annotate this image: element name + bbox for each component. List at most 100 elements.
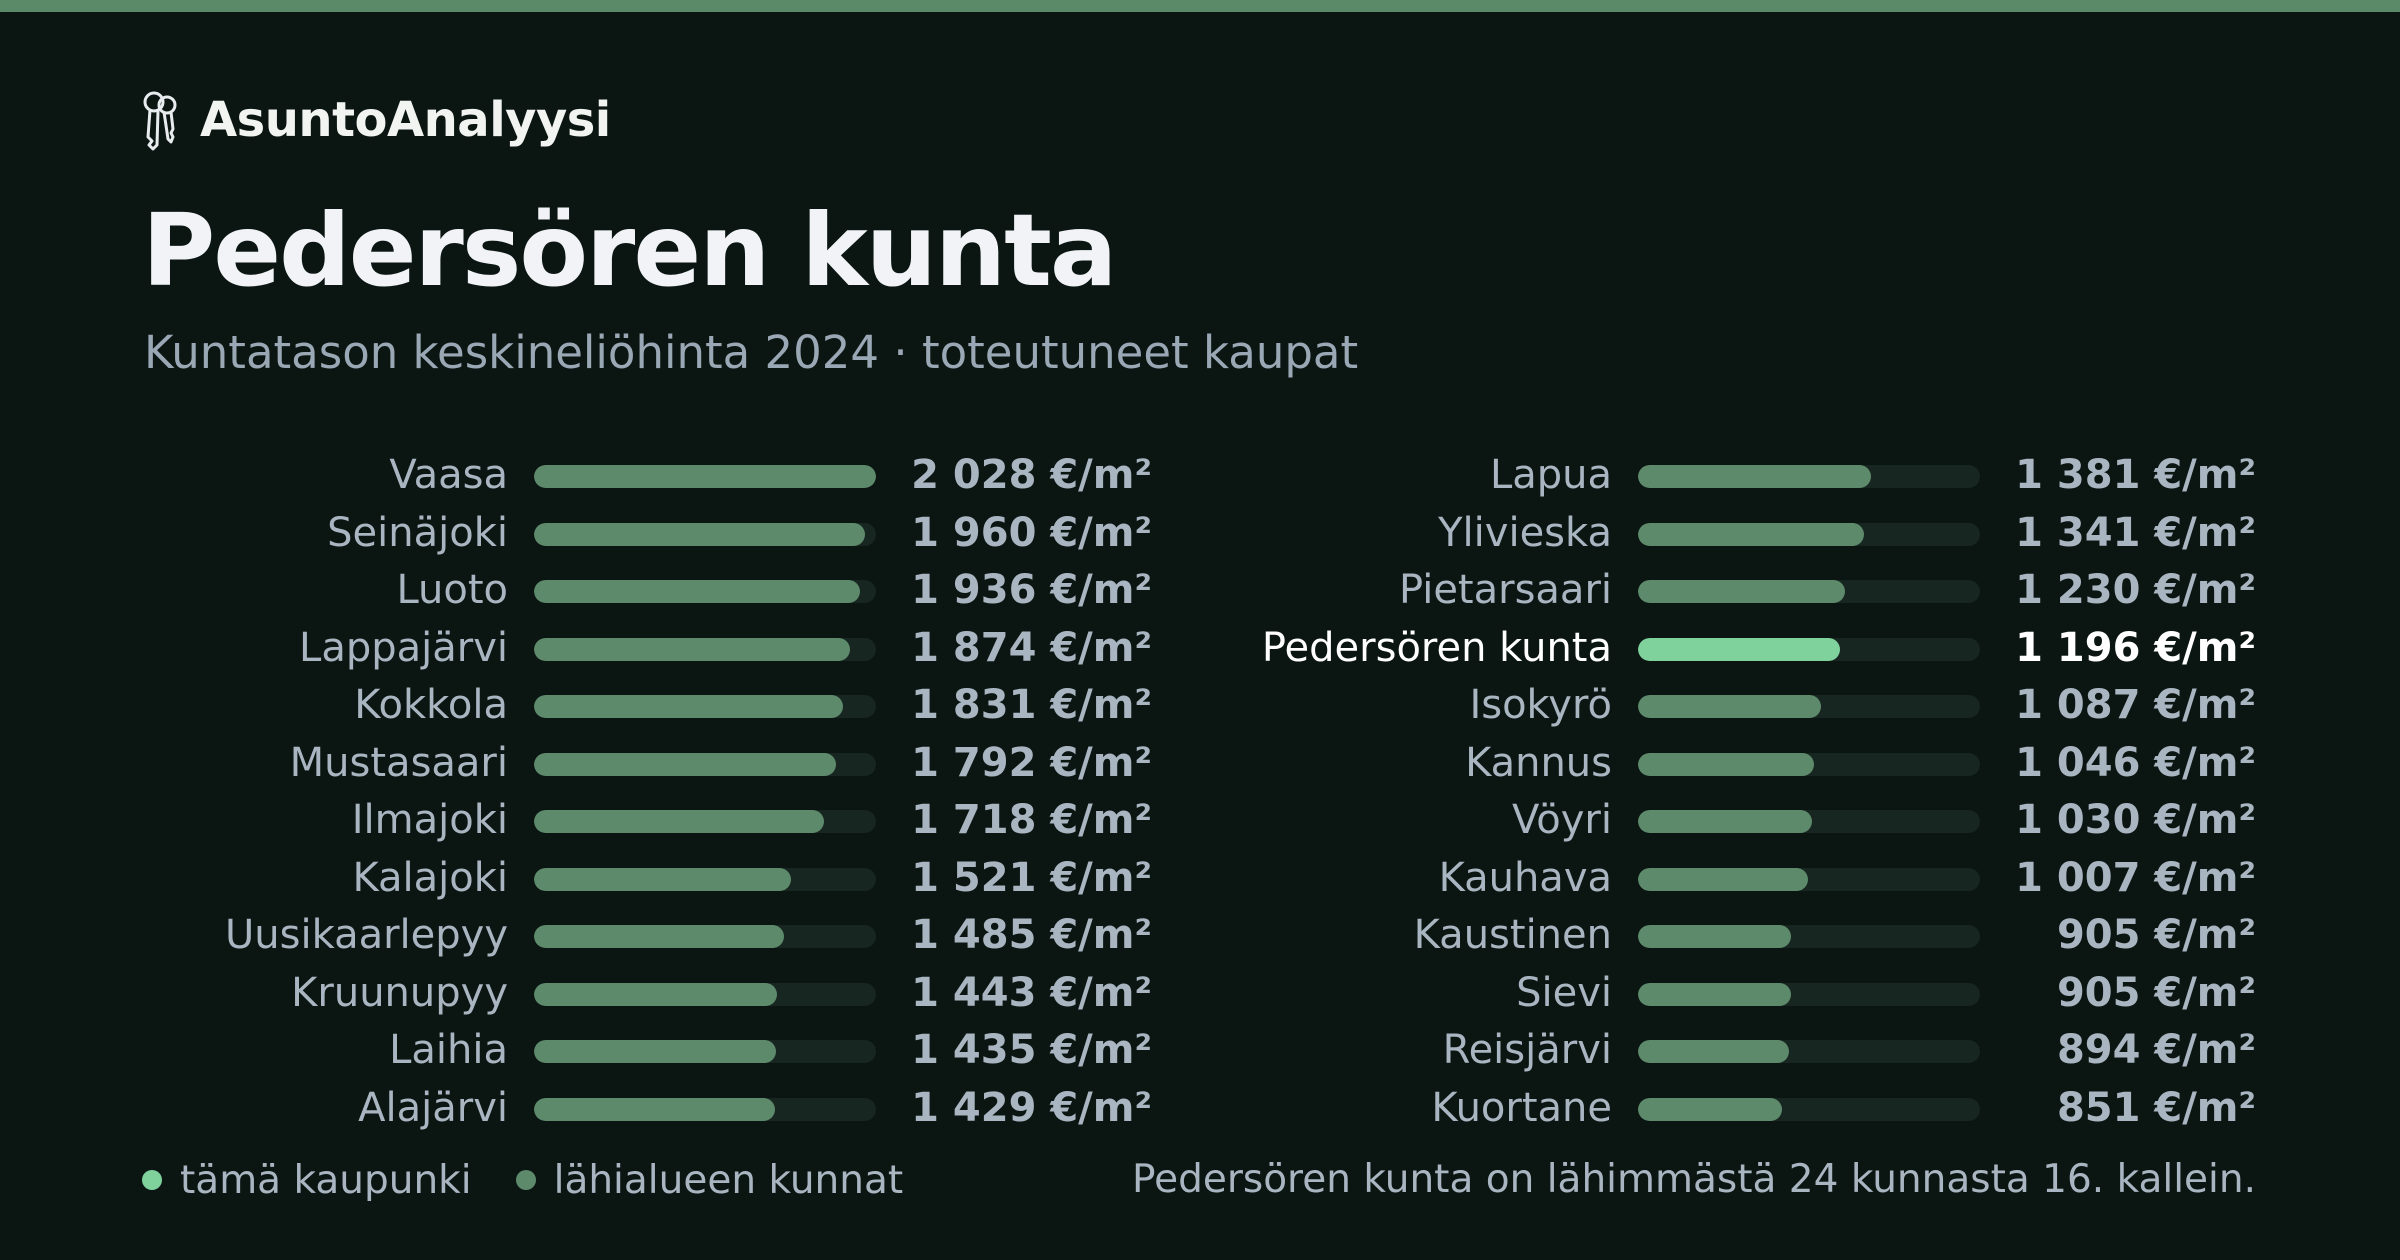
bar-category-label: Kalajoki [352, 854, 508, 901]
bar-value-label: 1 087 €/m² [2015, 682, 2256, 728]
bar-track [1638, 695, 1980, 718]
bar [1638, 810, 1812, 833]
bar-category-label: Kannus [1465, 739, 1612, 786]
bar-category-label: Pietarsaari [1398, 567, 1612, 613]
bar-value-label: 1 521 €/m² [911, 854, 1152, 901]
bar-track [534, 695, 876, 718]
bar-track [534, 522, 876, 546]
bar-row: Pietarsaari 1 230 €/m² [1104, 562, 2264, 619]
bar [1638, 580, 1845, 603]
bar-category-label: Isokyrö [1469, 682, 1612, 728]
bar [1638, 1097, 1782, 1121]
bar-track [534, 982, 876, 1006]
bar-value-label: 1 718 €/m² [911, 797, 1152, 843]
bar-category-label: Uusikaarlepyy [225, 912, 508, 958]
bar-row: Ylivieska 1 341 €/m² [1104, 505, 2264, 562]
bar [534, 637, 850, 661]
bar-row: Kalajoki 1 521 €/m² [0, 850, 1160, 907]
bar-row: Kauhava 1 007 €/m² [1104, 850, 2264, 907]
bar-track [534, 752, 876, 776]
bar-row: Kaustinen 905 €/m² [1104, 907, 2264, 964]
bar [1638, 982, 1791, 1006]
legend: tämä kaupunki lähialueen kunnat [142, 1152, 947, 1208]
brand: AsuntoAnalyysi [140, 88, 611, 152]
bar [1638, 752, 1814, 776]
bar-value-label: 894 €/m² [2056, 1027, 2256, 1073]
bar-value-label: 1 030 €/m² [2015, 797, 2256, 843]
bar-value-label: 1 831 €/m² [911, 682, 1152, 728]
bar [1638, 925, 1791, 948]
legend-item-highlight: tämä kaupunki [142, 1158, 472, 1203]
bar-track [1638, 925, 1980, 948]
bar-track [534, 867, 876, 891]
bar-row: Kuortane 851 €/m² [1104, 1080, 2264, 1137]
bar-row: Kannus 1 046 €/m² [1104, 735, 2264, 792]
bar-value-label: 1 007 €/m² [2015, 854, 2256, 901]
bar-category-label: Kauhava [1438, 854, 1612, 901]
bar-value-label: 1 230 €/m² [2015, 567, 2256, 613]
bar-row: Vaasa 2 028 €/m² [0, 447, 1160, 504]
bar-value-label: 1 196 €/m² [2015, 624, 2256, 671]
bar-category-label: Vöyri [1512, 797, 1612, 843]
bar-track [1638, 752, 1980, 776]
brand-name: AsuntoAnalyysi [200, 92, 611, 148]
bar-track [1638, 867, 1980, 891]
bar-category-label: Reisjärvi [1442, 1027, 1612, 1073]
bar-row: Lappajärvi 1 874 €/m² [0, 620, 1160, 677]
bar-track [1638, 522, 1980, 546]
legend-dot-nearby [515, 1170, 536, 1190]
bar-row: Seinäjoki 1 960 €/m² [0, 505, 1160, 562]
bar-row: Pedersören kunta 1 196 €/m² [1104, 620, 2264, 677]
bar-value-label: 1 046 €/m² [2015, 739, 2256, 786]
bar-category-label: Luoto [396, 567, 508, 613]
bar-row: Ilmajoki 1 718 €/m² [0, 792, 1160, 849]
bar-row: Kokkola 1 831 €/m² [0, 677, 1160, 734]
bar-row: Sievi 905 €/m² [1104, 965, 2264, 1022]
rank-footnote: Pedersören kunta on lähimmästä 24 kunnas… [1131, 1157, 2256, 1202]
bar-track [1638, 1040, 1980, 1063]
bar-track [1638, 1097, 1980, 1121]
bar [534, 925, 784, 948]
bar-row: Lapua 1 381 €/m² [1104, 447, 2264, 504]
bar-track [1638, 810, 1980, 833]
bar-value-label: 851 €/m² [2056, 1084, 2256, 1131]
bar-category-label: Mustasaari [289, 739, 508, 786]
bar-row: Luoto 1 936 €/m² [0, 562, 1160, 619]
bar-track [534, 810, 876, 833]
bar [534, 522, 865, 546]
bar-value-label: 1 429 €/m² [911, 1084, 1152, 1131]
bar-value-label: 1 443 €/m² [911, 969, 1152, 1016]
bar-track [534, 1097, 876, 1121]
bar-row: Vöyri 1 030 €/m² [1104, 792, 2264, 849]
bar-value-label: 1 936 €/m² [911, 567, 1152, 613]
bar [1638, 867, 1808, 891]
bar-category-label: Laihia [389, 1027, 508, 1073]
page-subtitle: Kuntatason keskineliöhinta 2024 · toteut… [144, 326, 1359, 379]
bar-category-label: Sievi [1516, 969, 1612, 1016]
bar-track [534, 637, 876, 661]
bar [534, 867, 791, 891]
page-title: Pedersören kunta [142, 192, 1117, 309]
bar-value-label: 1 341 €/m² [2015, 509, 2256, 556]
bar-track [534, 465, 876, 488]
bar-category-label: Kaustinen [1413, 912, 1612, 958]
legend-label: tämä kaupunki [180, 1157, 472, 1203]
bar-category-label: Seinäjoki [327, 509, 508, 556]
bar-category-label: Lappajärvi [299, 624, 508, 671]
bar-value-label: 1 960 €/m² [911, 509, 1152, 556]
bar-category-label: Alajärvi [358, 1084, 508, 1131]
bar-track [1638, 580, 1980, 603]
bar-category-label: Kokkola [354, 682, 508, 728]
bar [534, 1040, 776, 1063]
bar-value-label: 1 435 €/m² [911, 1027, 1152, 1073]
bar-value-label: 1 381 €/m² [2015, 452, 2256, 498]
bar-category-label: Lapua [1489, 452, 1612, 498]
bar-track [534, 580, 876, 603]
bar [534, 752, 836, 776]
bar-track [1638, 982, 1980, 1006]
bar-track [1638, 465, 1980, 488]
bar [1638, 522, 1864, 546]
bar-category-label: Ylivieska [1438, 509, 1612, 556]
legend-dot-highlight [142, 1170, 162, 1190]
bar-row: Reisjärvi 894 €/m² [1104, 1022, 2264, 1079]
